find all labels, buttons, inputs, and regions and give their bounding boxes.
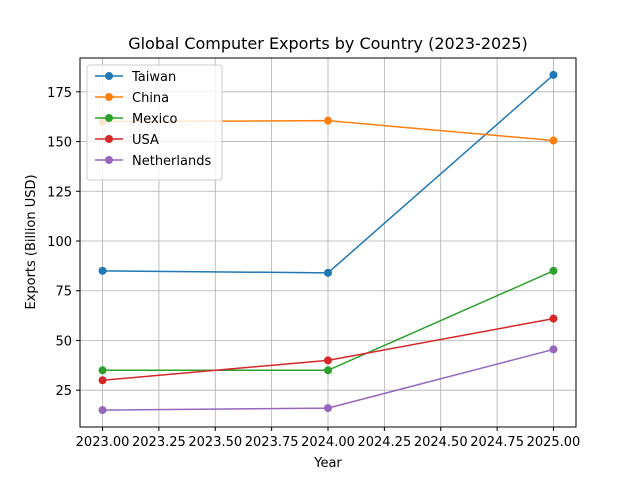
legend-entry-taiwan: Taiwan [95,70,176,85]
y-tick-label: 100 [47,235,72,250]
y-tick-label: 125 [47,185,72,200]
chart-title: Global Computer Exports by Country (2023… [128,34,528,53]
legend-swatch-marker [105,93,113,101]
data-point-netherlands [549,345,558,354]
data-point-mexico [98,366,107,375]
x-tick-label: 2024.50 [414,435,468,450]
x-axis-ticks: 2023.00 2023.25 2023.50 2023.75 2024.00 2024.… [76,427,581,450]
series-usa [98,314,558,385]
x-tick-label: 2023.50 [188,435,242,450]
data-point-mexico [549,266,558,275]
y-axis-ticks: 25 50 75 100 125 150 175 [47,86,80,399]
data-point-taiwan [98,266,107,275]
x-tick-label: 2023.75 [245,435,299,450]
y-tick-label: 50 [55,334,72,349]
x-tick-label: 2023.25 [132,435,186,450]
data-point-china [549,136,558,145]
data-point-usa [98,376,107,385]
legend: Taiwan China Mexico USA Netherlands [86,64,223,181]
legend-entry-china: China [95,91,169,106]
series-taiwan [98,70,558,277]
legend-swatch-marker [105,72,113,80]
legend-entry-usa: USA [95,133,159,148]
legend-label: Mexico [132,112,177,127]
data-point-netherlands [98,406,107,415]
y-axis-label: Exports (Billion USD) [24,174,39,309]
y-tick-label: 150 [47,136,72,151]
y-tick-label: 175 [47,86,72,101]
data-point-usa [324,356,332,365]
x-tick-label: 2024.00 [301,435,355,450]
x-tick-label: 2024.75 [470,435,524,450]
legend-entry-netherlands: Netherlands [95,154,211,169]
grid-lines [80,58,576,427]
series-netherlands [98,345,558,415]
legend-label: Taiwan [131,70,176,85]
legend-box [86,64,223,181]
x-axis-label: Year [313,456,342,471]
y-tick-label: 25 [55,384,72,399]
legend-label: USA [132,133,159,148]
y-tick-label: 75 [55,285,72,300]
data-point-netherlands [324,404,332,413]
x-tick-label: 2023.00 [76,435,130,450]
series-mexico [98,266,558,375]
data-point-mexico [324,366,332,375]
series-lines [98,70,558,415]
legend-swatch-marker [105,156,113,164]
x-tick-label: 2025.00 [527,435,581,450]
legend-swatch-marker [105,135,113,143]
legend-entry-mexico: Mexico [95,112,177,127]
legend-label: China [132,91,169,106]
legend-swatch-marker [105,114,113,122]
x-tick-label: 2024.25 [357,435,411,450]
data-point-china [324,116,332,125]
data-point-taiwan [549,70,558,79]
legend-label: Netherlands [132,154,211,169]
data-point-taiwan [324,268,332,277]
data-point-usa [549,314,558,323]
